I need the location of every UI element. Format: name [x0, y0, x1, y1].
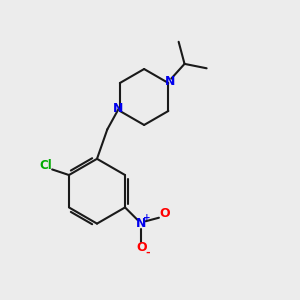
Text: N: N [113, 102, 124, 115]
Text: +: + [143, 213, 151, 222]
Text: O: O [136, 241, 147, 254]
Text: N: N [136, 217, 146, 230]
Text: O: O [160, 207, 170, 220]
Text: Cl: Cl [39, 159, 52, 172]
Text: -: - [146, 248, 150, 257]
Text: N: N [165, 75, 175, 88]
